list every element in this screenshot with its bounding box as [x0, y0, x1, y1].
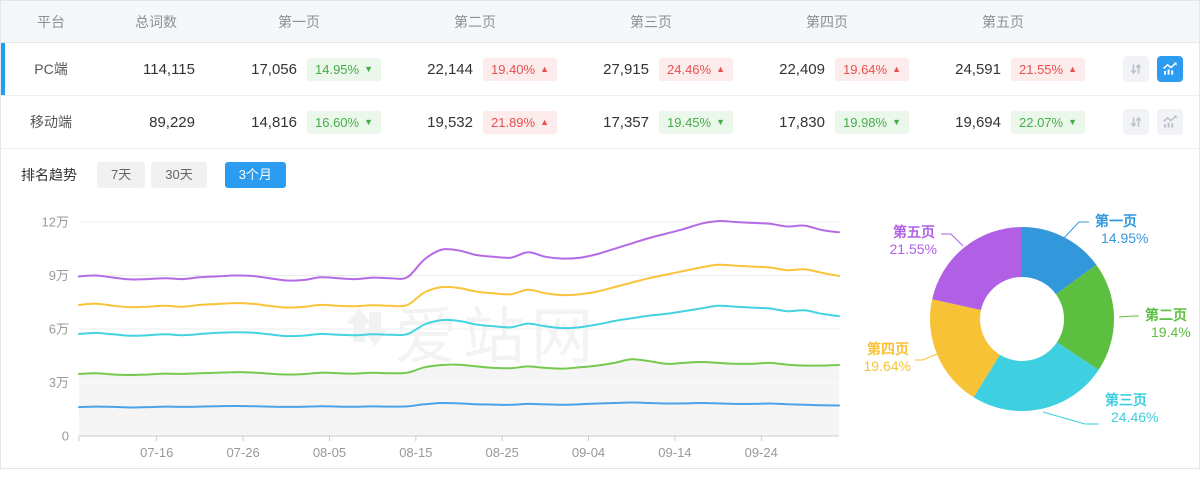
svg-text:9万: 9万 — [49, 268, 69, 283]
svg-text:21.55%: 21.55% — [890, 241, 937, 257]
col-header-total: 总词数 — [135, 13, 177, 30]
page2-change-badge: 21.89% ▲ — [483, 110, 558, 134]
sort-updown-icon — [1130, 63, 1142, 75]
trend-section-title: 排名趋势 — [21, 167, 77, 183]
svg-text:爱站网: 爱站网 — [395, 303, 599, 372]
platform-label: 移动端 — [30, 114, 72, 130]
page2-count: 22,144 — [427, 60, 473, 78]
page3-change-badge: 19.45% ▼ — [659, 110, 734, 134]
page2-change-badge: 19.40% ▲ — [483, 57, 558, 81]
svg-text:08-25: 08-25 — [486, 445, 519, 460]
line-chart-icon — [1162, 62, 1177, 75]
page1-count: 17,056 — [251, 60, 297, 78]
page4-count: 17,830 — [779, 113, 825, 131]
donut-slice-第一页 — [1022, 227, 1097, 295]
donut-slice-第二页 — [1055, 264, 1115, 370]
page4-count: 22,409 — [779, 60, 825, 78]
svg-text:09-24: 09-24 — [745, 445, 778, 460]
tab-7days[interactable]: 7天 — [97, 162, 146, 188]
line-chart-icon — [1162, 115, 1177, 128]
table-row-pc[interactable]: PC端 114,115 17,056 14.95% ▼ 22,144 19.40%… — [1, 43, 1199, 96]
total-words-value: 89,229 — [149, 113, 195, 131]
page3-count: 17,357 — [603, 113, 649, 131]
svg-text:第四页: 第四页 — [867, 341, 909, 357]
col-header-page2: 第二页 — [454, 13, 496, 30]
donut-slice-第三页 — [973, 342, 1099, 412]
donut-slice-第四页 — [930, 299, 1000, 398]
trend-arrow-icon: ▼ — [364, 63, 374, 74]
sort-updown-icon — [1130, 116, 1142, 128]
svg-text:14.95%: 14.95% — [1101, 230, 1148, 246]
svg-text:第一页: 第一页 — [1095, 213, 1137, 229]
col-header-page3: 第三页 — [630, 13, 672, 30]
page4-change-badge: 19.98% ▼ — [835, 110, 910, 134]
svg-text:07-26: 07-26 — [226, 445, 259, 460]
svg-text:09-04: 09-04 — [572, 445, 605, 460]
svg-text:19.64%: 19.64% — [864, 358, 911, 374]
table-row-mobile[interactable]: 移动端 89,229 14,816 16.60% ▼ 19,532 21.89% ▲… — [1, 96, 1199, 149]
dashboard: 平台 总词数 第一页 第二页 第三页 第四页 第五页 PC端 114,115 1… — [0, 0, 1200, 469]
trend-arrow-icon: ▼ — [1068, 116, 1078, 127]
tab-30days[interactable]: 30天 — [151, 162, 207, 188]
svg-text:07-16: 07-16 — [140, 445, 173, 460]
page5-count: 19,694 — [955, 113, 1001, 131]
trend-arrow-icon: ▲ — [540, 63, 550, 74]
trend-arrow-icon: ▼ — [892, 116, 902, 127]
sort-updown-button[interactable] — [1123, 109, 1149, 135]
trend-arrow-icon: ▲ — [540, 116, 550, 127]
page5-count: 24,591 — [955, 60, 1001, 78]
svg-text:12万: 12万 — [42, 215, 69, 230]
page4-change-badge: 19.64% ▲ — [835, 57, 910, 81]
svg-text:0: 0 — [62, 429, 69, 444]
svg-text:3万: 3万 — [49, 375, 69, 390]
page3-count: 27,915 — [603, 60, 649, 78]
sort-updown-button[interactable] — [1123, 56, 1149, 82]
trend-arrow-icon: ▲ — [892, 63, 902, 74]
trend-arrow-icon: ▼ — [364, 116, 374, 127]
trend-arrow-icon: ▲ — [716, 63, 726, 74]
tab-3months[interactable]: 3个月 — [224, 162, 286, 188]
svg-text:08-05: 08-05 — [313, 445, 346, 460]
page2-count: 19,532 — [427, 113, 473, 131]
show-trend-chart-button[interactable] — [1157, 56, 1183, 82]
svg-text:24.46%: 24.46% — [1111, 409, 1158, 425]
show-trend-chart-button[interactable] — [1157, 109, 1183, 135]
page1-change-badge: 14.95% ▼ — [307, 57, 382, 81]
svg-text:08-15: 08-15 — [399, 445, 432, 460]
svg-text:19.4%: 19.4% — [1151, 324, 1191, 340]
trend-arrow-icon: ▼ — [716, 116, 726, 127]
svg-text:6万: 6万 — [49, 322, 69, 337]
col-header-page1: 第一页 — [278, 13, 320, 30]
table-header-row: 平台 总词数 第一页 第二页 第三页 第四页 第五页 — [1, 1, 1199, 43]
col-header-page4: 第四页 — [806, 13, 848, 30]
svg-text:第五页: 第五页 — [893, 224, 935, 240]
platform-label: PC端 — [34, 61, 68, 77]
donut-slice-第五页 — [932, 227, 1022, 310]
trend-arrow-icon: ▲ — [1068, 63, 1078, 74]
total-words-value: 114,115 — [143, 60, 195, 78]
svg-text:09-14: 09-14 — [658, 445, 691, 460]
page5-change-badge: 22.07% ▼ — [1011, 110, 1086, 134]
col-header-platform: 平台 — [37, 13, 65, 30]
svg-text:第二页: 第二页 — [1145, 307, 1187, 323]
page1-count: 14,816 — [251, 113, 297, 131]
trend-section-header: 排名趋势 7天 30天 3个月 — [1, 149, 1199, 196]
svg-text:第三页: 第三页 — [1105, 392, 1147, 408]
page5-change-badge: 21.55% ▲ — [1011, 57, 1086, 81]
col-header-page5: 第五页 — [982, 13, 1024, 30]
page1-change-badge: 16.60% ▼ — [307, 110, 382, 134]
page3-change-badge: 24.46% ▲ — [659, 57, 734, 81]
